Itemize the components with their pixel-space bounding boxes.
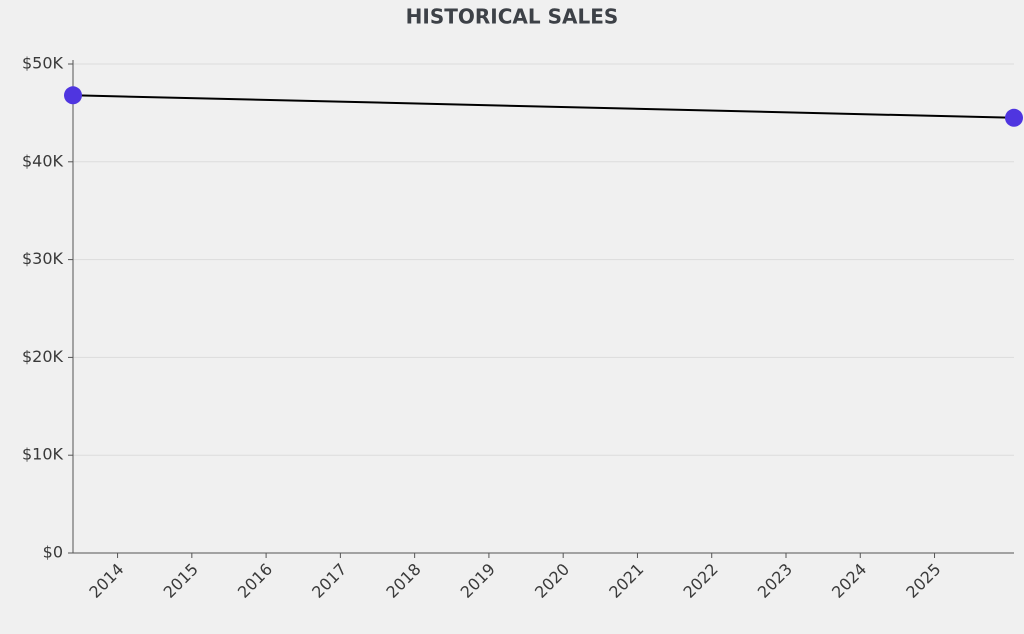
x-tick-label: 2025 bbox=[902, 560, 944, 602]
x-tick-label: 2018 bbox=[382, 560, 424, 602]
x-tick-label: 2019 bbox=[457, 560, 499, 602]
x-tick-label: 2016 bbox=[234, 560, 276, 602]
x-tick-label: 2014 bbox=[85, 560, 127, 602]
y-tick-label: $40K bbox=[22, 151, 64, 170]
x-tick-label: 2020 bbox=[531, 560, 573, 602]
point bbox=[1005, 108, 1023, 127]
line bbox=[72, 94, 1015, 119]
x-tick-label: 2015 bbox=[160, 560, 202, 602]
y-tick-label: $0 bbox=[43, 543, 63, 562]
chart-title: HISTORICAL SALES bbox=[406, 5, 619, 29]
x-tick-label: 2022 bbox=[680, 560, 722, 602]
y-tick-label: $30K bbox=[22, 249, 64, 268]
point bbox=[64, 86, 82, 105]
x-tick-label: 2017 bbox=[308, 560, 350, 602]
y-tick-label: $50K bbox=[22, 54, 64, 73]
x-tick-label: 2024 bbox=[828, 560, 870, 602]
x-tick-label: 2023 bbox=[754, 560, 796, 602]
x-tick-label: 2021 bbox=[605, 560, 647, 602]
y-tick-label: $10K bbox=[22, 445, 64, 464]
y-tick-label: $20K bbox=[22, 347, 64, 366]
